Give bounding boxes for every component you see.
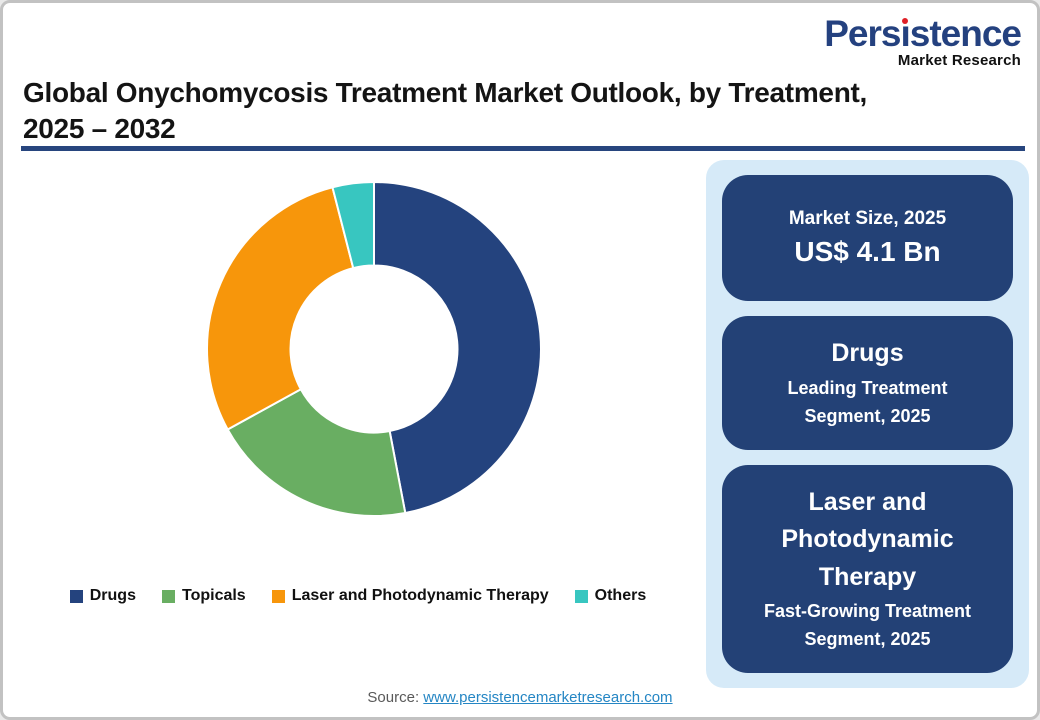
legend-label: Drugs <box>89 587 136 604</box>
logo-red-dot-icon <box>902 18 909 24</box>
legend-label: Laser and Photodynamic Therapy <box>291 587 549 604</box>
legend-swatch-icon <box>69 589 83 603</box>
persistence-logo: Persı stence Market Research <box>824 13 1022 69</box>
donut-segment-topicals <box>226 388 407 517</box>
leading-segment-card-title: Drugs <box>831 339 904 368</box>
legend-label: Topicals <box>181 587 246 604</box>
legend-swatch-icon <box>574 589 588 603</box>
donut-segment-drugs <box>373 181 542 515</box>
page-title-line1: Global Onychomycosis Treatment Market Ou… <box>23 77 867 108</box>
page-title: Global Onychomycosis Treatment Market Ou… <box>23 75 1018 146</box>
donut-segment-others <box>331 181 375 270</box>
market-size-card: Market Size, 2025 US$ 4.1 Bn <box>722 175 1013 301</box>
legend-swatch-icon <box>271 589 285 603</box>
chart-legend: Drugs Topicals Laser and Photodynamic Ther… <box>13 587 703 605</box>
legend-item-laser-and-photodynamic-therapy: Laser and Photodynamic Therapy <box>271 587 549 605</box>
legend-swatch-icon <box>161 589 175 603</box>
highlights-panel: Market Size, 2025 US$ 4.1 Bn Drugs Leadi… <box>706 160 1029 688</box>
logo-letter-i: ı <box>900 13 910 54</box>
market-size-card-title: Market Size, 2025 <box>788 208 947 229</box>
source-link[interactable]: www.persistencemarketresearch.com <box>423 689 673 706</box>
page-title-line2: 2025 – 2032 <box>23 112 176 144</box>
logo-dotless-i: ı <box>900 13 910 54</box>
leading-segment-card: Drugs Leading Treatment Segment, 2025 <box>722 316 1013 450</box>
market-size-card-value: US$ 4.1 Bn <box>794 236 941 267</box>
legend-item-topicals: Topicals <box>161 587 246 605</box>
donut-segment-laser-and-photodynamic-therapy <box>206 186 355 431</box>
donut-chart <box>204 179 544 519</box>
logo-text-post: stence <box>909 13 1022 54</box>
legend-item-drugs: Drugs <box>69 587 136 605</box>
source-label: Source: <box>367 689 420 706</box>
source-line: Source: www.persistencemarketresearch.co… <box>3 689 1037 706</box>
logo-wordmark: Persı stence <box>824 13 1022 54</box>
logo-text-pre: Pers <box>824 13 901 54</box>
leading-segment-card-subtitle: Leading Treatment Segment, 2025 <box>787 377 948 426</box>
fast-growing-card-subtitle: Fast-Growing Treatment Segment, 2025 <box>763 601 972 650</box>
legend-label: Others <box>594 587 647 604</box>
fast-growing-segment-card: Laser and Photodynamic Therapy Fast-Grow… <box>722 465 1013 673</box>
logo-tagline: Market Research <box>897 52 1021 69</box>
title-underline <box>21 146 1025 151</box>
fast-growing-card-title: Laser and Photodynamic Therapy <box>781 487 954 591</box>
legend-item-others: Others <box>574 587 647 605</box>
donut-chart-svg <box>206 181 542 517</box>
